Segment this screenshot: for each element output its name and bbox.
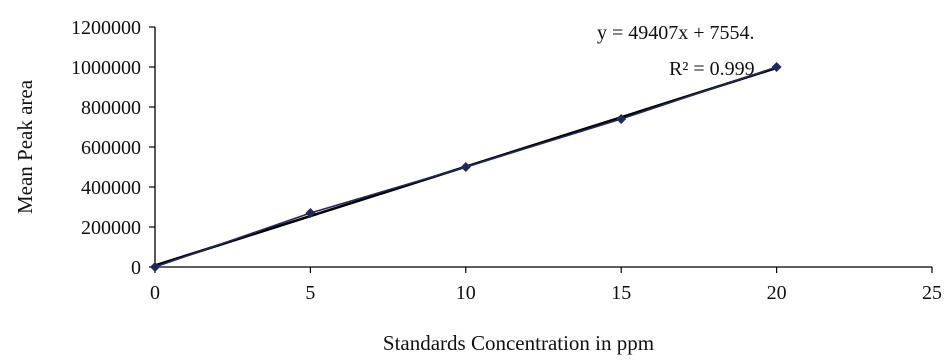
data-points — [150, 62, 782, 272]
y-tick-label: 400000 — [81, 177, 141, 199]
x-tick-label: 0 — [150, 282, 160, 304]
y-tick-label: 800000 — [81, 97, 141, 119]
x-axis-title: Standards Concentration in ppm — [383, 331, 654, 355]
y-tick-label: 1000000 — [71, 57, 141, 79]
x-tick-label: 10 — [456, 282, 476, 304]
data-point-marker — [772, 62, 782, 72]
axes — [154, 27, 932, 268]
r-squared-annotation: R² = 0.999 — [669, 58, 755, 80]
ticks: 0 200000 400000 600000 800000 1000000 1200000 0… — [71, 17, 942, 304]
y-tick-label: 600000 — [81, 137, 141, 159]
x-tick-label: 5 — [305, 282, 315, 304]
y-tick-label: 1200000 — [71, 17, 141, 39]
equation-annotation: y = 49407x + 7554. — [597, 22, 755, 44]
x-tick-label: 15 — [611, 282, 631, 304]
y-tick-label: 0 — [131, 257, 141, 279]
y-axis-title: Mean Peak area — [13, 79, 37, 214]
data-point-marker — [461, 162, 471, 172]
x-tick-label: 25 — [922, 282, 942, 304]
y-tick-label: 200000 — [81, 217, 141, 239]
x-tick-label: 20 — [767, 282, 787, 304]
